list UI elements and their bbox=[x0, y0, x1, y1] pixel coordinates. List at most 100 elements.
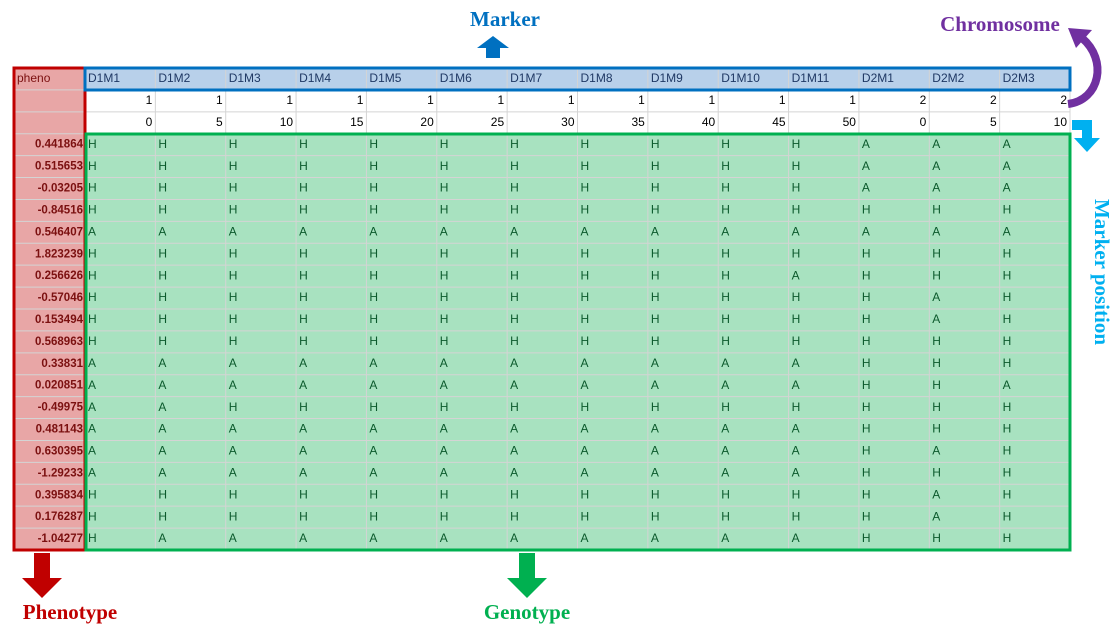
marker-arrow bbox=[477, 36, 509, 58]
genotype-cell: A bbox=[721, 356, 729, 370]
pheno-cell: 0.153494 bbox=[35, 314, 84, 326]
genotype-label: Genotype bbox=[484, 600, 570, 624]
genotype-cell: A bbox=[229, 224, 237, 238]
genotype-cell: H bbox=[88, 268, 97, 282]
header-cell: D2M3 bbox=[1003, 71, 1035, 85]
pheno-cell: 0.481143 bbox=[36, 424, 83, 436]
genotype-cell: H bbox=[369, 509, 378, 523]
genotype-cell: A bbox=[581, 224, 589, 238]
genotype-cell: A bbox=[88, 378, 96, 392]
chromosome-cell: 1 bbox=[497, 93, 504, 107]
genotype-cell: H bbox=[721, 290, 730, 304]
genotype-cell: A bbox=[651, 224, 659, 238]
genotype-cell: A bbox=[510, 224, 518, 238]
genotype-cell: H bbox=[581, 159, 590, 173]
header-cell: D1M5 bbox=[369, 71, 401, 85]
genotype-cell: A bbox=[440, 422, 448, 436]
genotype-cell: A bbox=[88, 224, 96, 238]
genotype-cell: A bbox=[299, 356, 307, 370]
header-cell: D1M7 bbox=[510, 71, 542, 85]
chromosome-cell: 1 bbox=[779, 93, 786, 107]
genotype-cell: H bbox=[229, 137, 238, 151]
genotype-cell: H bbox=[299, 400, 308, 414]
genotype-cell: H bbox=[158, 159, 167, 173]
genotype-cell: H bbox=[792, 509, 801, 523]
genotype-cell: A bbox=[721, 378, 729, 392]
header-cell: D1M10 bbox=[721, 71, 760, 85]
genotype-cell: A bbox=[229, 444, 237, 458]
genotype-cell: H bbox=[581, 290, 590, 304]
genotype-cell: H bbox=[440, 290, 449, 304]
genotype-cell: H bbox=[88, 334, 97, 348]
genotype-cell: H bbox=[1003, 246, 1012, 260]
genotype-cell: A bbox=[158, 378, 166, 392]
genotype-cell: H bbox=[158, 268, 167, 282]
genotype-cell: H bbox=[651, 203, 660, 217]
genotype-cell: A bbox=[721, 444, 729, 458]
genotype-cell: A bbox=[440, 356, 448, 370]
genotype-cell: H bbox=[158, 487, 167, 501]
genotype-cell: H bbox=[158, 290, 167, 304]
genotype-cell: H bbox=[581, 246, 590, 260]
genotype-cell: H bbox=[581, 137, 590, 151]
genotype-cell: A bbox=[932, 444, 940, 458]
chromosome-cell: 2 bbox=[1060, 93, 1067, 107]
genotype-cell: H bbox=[1003, 203, 1012, 217]
genotype-cell: A bbox=[440, 444, 448, 458]
header-cell: D1M2 bbox=[158, 71, 190, 85]
genotype-cell: A bbox=[299, 465, 307, 479]
cells: pheno D1M1 D1M2 D1M3 D1M4 D1M5 D1M6 D1M7 D1M8 D1M… bbox=[17, 71, 1067, 545]
genotype-cell: A bbox=[88, 465, 96, 479]
genotype-cell: H bbox=[510, 487, 519, 501]
genotype-cell: H bbox=[510, 290, 519, 304]
genotype-cell: H bbox=[792, 487, 801, 501]
chromosome-cell: 1 bbox=[286, 93, 293, 107]
genotype-cell: H bbox=[88, 487, 97, 501]
position-cell: 30 bbox=[561, 115, 575, 129]
genotype-cell: H bbox=[229, 487, 238, 501]
genotype-cell: A bbox=[651, 378, 659, 392]
genotype-cell: H bbox=[369, 290, 378, 304]
genotype-cell: A bbox=[651, 444, 659, 458]
genotype-cell: H bbox=[440, 312, 449, 326]
position-cell: 35 bbox=[631, 115, 645, 129]
genotype-cell: H bbox=[440, 246, 449, 260]
genotype-cell: H bbox=[158, 334, 167, 348]
genotype-cell: H bbox=[1003, 400, 1012, 414]
position-cell: 15 bbox=[350, 115, 364, 129]
genotype-cell: H bbox=[721, 268, 730, 282]
genotype-cell: H bbox=[792, 312, 801, 326]
genotype-cell: A bbox=[158, 422, 166, 436]
genotype-cell: H bbox=[1003, 487, 1012, 501]
genotype-cell: H bbox=[510, 137, 519, 151]
chromosome-cell: 1 bbox=[357, 93, 364, 107]
genotype-cell: A bbox=[158, 444, 166, 458]
genotype-arrow bbox=[507, 553, 547, 598]
genotype-cell: H bbox=[1003, 268, 1012, 282]
genotype-cell: H bbox=[721, 246, 730, 260]
chromosome-arrowhead bbox=[1068, 28, 1092, 48]
genotype-cell: H bbox=[932, 203, 941, 217]
position-cell: 0 bbox=[920, 115, 927, 129]
genotype-cell: H bbox=[721, 203, 730, 217]
genotype-cell: H bbox=[510, 400, 519, 414]
genotype-cell: H bbox=[721, 137, 730, 151]
chromosome-cell: 1 bbox=[427, 93, 434, 107]
genotype-cell: H bbox=[1003, 509, 1012, 523]
genotype-cell: A bbox=[1003, 378, 1011, 392]
genotype-cell: A bbox=[229, 531, 237, 545]
chromosome-cell: 2 bbox=[990, 93, 997, 107]
genotype-cell: H bbox=[1003, 356, 1012, 370]
genotype-cell: H bbox=[581, 400, 590, 414]
genotype-cell: H bbox=[229, 181, 238, 195]
pheno-cell: -1.04277 bbox=[38, 533, 83, 545]
genotype-cell: H bbox=[229, 509, 238, 523]
genotype-cell: H bbox=[299, 334, 308, 348]
genotype-cell: H bbox=[862, 531, 871, 545]
genotype-cell: H bbox=[88, 137, 97, 151]
genotype-cell: A bbox=[792, 444, 800, 458]
chromosome-cell: 1 bbox=[709, 93, 716, 107]
genotype-cell: H bbox=[510, 268, 519, 282]
genotype-cell: H bbox=[721, 181, 730, 195]
position-cell: 45 bbox=[772, 115, 786, 129]
